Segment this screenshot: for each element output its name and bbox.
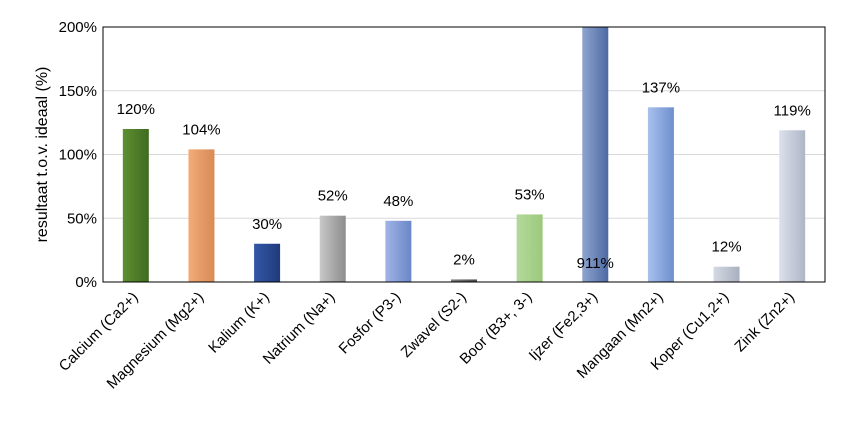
y-axis-ticks: 0% 50% 100% 150% 200% bbox=[59, 19, 97, 291]
bar bbox=[713, 266, 740, 282]
category-label: Kalium (K+) bbox=[205, 289, 273, 357]
category-label: Zink (Zn2+) bbox=[731, 289, 798, 356]
bar bbox=[188, 149, 215, 282]
bar bbox=[254, 243, 281, 282]
bar bbox=[385, 220, 412, 282]
bar bbox=[516, 214, 543, 282]
data-label: 48% bbox=[383, 193, 413, 210]
category-label: Fosfor (P3-) bbox=[336, 289, 405, 358]
data-labels: 120% 104% 30% 52% 48% 2% 53% 911% 137% 12% 119% bbox=[117, 79, 811, 272]
data-label: 30% bbox=[252, 216, 282, 233]
data-label: 53% bbox=[515, 186, 545, 203]
data-label: 119% bbox=[774, 102, 811, 119]
data-label: 137% bbox=[642, 79, 680, 96]
data-label: 104% bbox=[182, 121, 220, 138]
bar bbox=[319, 215, 346, 282]
data-label: 2% bbox=[453, 251, 475, 268]
data-label: 52% bbox=[318, 188, 348, 205]
x-axis-labels: Calcium (Ca2+)Magnesium (Mg2+)Kalium (K+… bbox=[56, 289, 798, 393]
y-tick-label: 200% bbox=[59, 19, 97, 36]
data-label: 12% bbox=[712, 239, 742, 256]
gridlines bbox=[103, 90, 825, 219]
bars bbox=[122, 27, 806, 282]
bar bbox=[122, 129, 149, 282]
category-label: Zwavel (S2-) bbox=[398, 289, 470, 361]
y-tick-label: 100% bbox=[59, 147, 97, 164]
bar bbox=[582, 27, 609, 282]
data-label: 120% bbox=[117, 101, 155, 118]
y-tick-label: 150% bbox=[59, 83, 97, 100]
bar bbox=[647, 107, 674, 282]
data-label: 911% bbox=[577, 255, 614, 272]
bar bbox=[779, 130, 806, 282]
y-tick-label: 50% bbox=[67, 210, 97, 227]
y-tick-label: 0% bbox=[75, 274, 97, 291]
plot-area bbox=[102, 26, 826, 283]
bar bbox=[451, 279, 477, 282]
y-axis-title: resultaat t.o.v. ideaal (%) bbox=[34, 67, 51, 243]
